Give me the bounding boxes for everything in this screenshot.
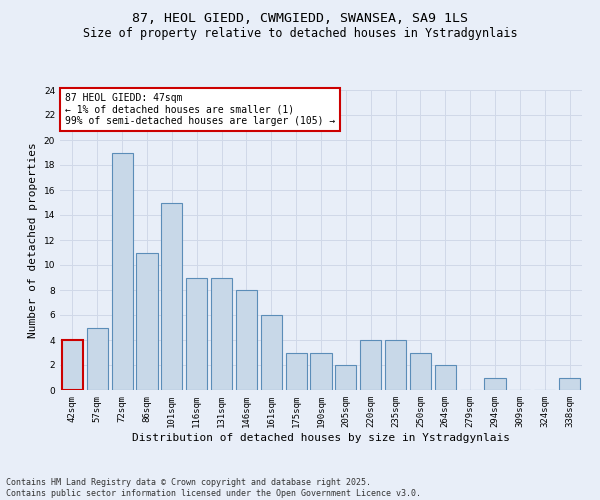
Text: 87 HEOL GIEDD: 47sqm
← 1% of detached houses are smaller (1)
99% of semi-detache: 87 HEOL GIEDD: 47sqm ← 1% of detached ho… [65,93,335,126]
Bar [211,278,232,390]
Text: Size of property relative to detached houses in Ystradgynlais: Size of property relative to detached ho… [83,28,517,40]
Bar [435,365,456,390]
Bar [161,202,182,390]
Bar [136,252,158,390]
X-axis label: Distribution of detached houses by size in Ystradgynlais: Distribution of detached houses by size … [132,432,510,442]
Text: Contains HM Land Registry data © Crown copyright and database right 2025.
Contai: Contains HM Land Registry data © Crown c… [6,478,421,498]
Bar [62,340,83,390]
Text: 87, HEOL GIEDD, CWMGIEDD, SWANSEA, SA9 1LS: 87, HEOL GIEDD, CWMGIEDD, SWANSEA, SA9 1… [132,12,468,26]
Bar [87,328,108,390]
Bar [385,340,406,390]
Bar [310,352,332,390]
Bar [261,315,282,390]
Bar [236,290,257,390]
Bar [484,378,506,390]
Bar [360,340,381,390]
Bar [286,352,307,390]
Bar [186,278,207,390]
Bar [410,352,431,390]
Bar [112,152,133,390]
Bar [335,365,356,390]
Y-axis label: Number of detached properties: Number of detached properties [28,142,38,338]
Bar [559,378,580,390]
